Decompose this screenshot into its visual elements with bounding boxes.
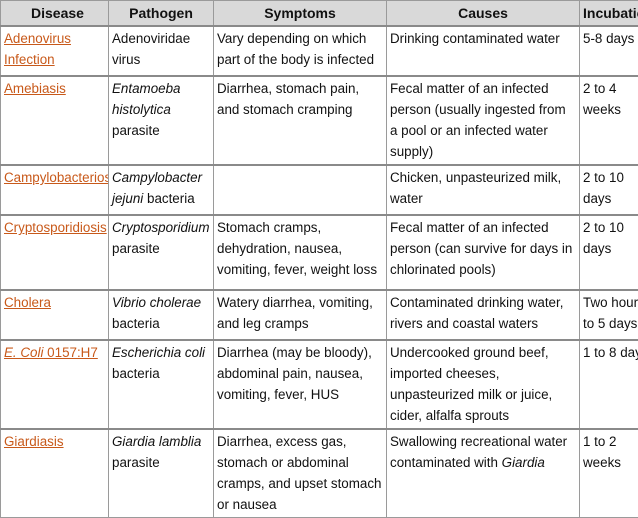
symptoms-cell: Stomach cramps, dehydration, nausea, vom…	[214, 215, 387, 290]
incubation-cell: Two hours to 5 days	[580, 290, 638, 340]
pathogen-cell: Entamoeba histolytica parasite	[109, 76, 214, 165]
pathogen-cell: Cryptosporidium parasite	[109, 215, 214, 290]
pathogen-type: bacteria	[112, 316, 160, 331]
causes-cell: Chicken, unpasteurized milk, water	[387, 165, 580, 215]
pathogen-name: Entamoeba histolytica	[112, 81, 181, 117]
causes-cell: Contaminated drinking water, rivers and …	[387, 290, 580, 340]
disease-cell: Amebiasis	[1, 76, 109, 165]
header-incubation: Incubation	[580, 1, 638, 27]
incubation-cell: 1 to 2 weeks	[580, 429, 638, 518]
pathogen-cell: Adenoviridae virus	[109, 26, 214, 76]
disease-link[interactable]: Cryptosporidiosis	[4, 220, 107, 235]
disease-cell: Adenovirus Infection	[1, 26, 109, 76]
disease-link[interactable]: Amebiasis	[4, 81, 66, 96]
disease-link[interactable]: Adenovirus Infection	[4, 31, 71, 67]
header-pathogen: Pathogen	[109, 1, 214, 27]
pathogen-name: Vibrio cholerae	[112, 295, 201, 310]
header-row: Disease Pathogen Symptoms Causes Incubat…	[1, 1, 638, 27]
disease-cell: Cholera	[1, 290, 109, 340]
pathogen-type: parasite	[112, 455, 160, 470]
disease-cell: Cryptosporidiosis	[1, 215, 109, 290]
pathogen-type: Adenoviridae virus	[112, 31, 190, 67]
causes-cell: Drinking contaminated water	[387, 26, 580, 76]
disease-link-text[interactable]: Giardiasis	[4, 434, 64, 449]
causes-text: Undercooked ground beef, imported cheese…	[390, 345, 552, 423]
causes-text: Fecal matter of an infected person (can …	[390, 220, 572, 277]
pathogen-name: Cryptosporidium	[112, 220, 210, 235]
causes-text: Contaminated drinking water, rivers and …	[390, 295, 563, 331]
disease-cell: E. Coli 0157:H7	[1, 340, 109, 429]
causes-text: Fecal matter of an infected person (usua…	[390, 81, 566, 159]
table-row: E. Coli 0157:H7 Escherichia coli bacteria…	[1, 340, 638, 429]
table-row: Adenovirus Infection Adenoviridae virus Va…	[1, 26, 638, 76]
incubation-cell: 2 to 10 days	[580, 215, 638, 290]
pathogen-cell: Campylobacter jejuni bacteria	[109, 165, 214, 215]
pathogen-name: Escherichia coli	[112, 345, 205, 360]
disease-link[interactable]: Giardiasis	[4, 434, 64, 449]
table-row: CampylobacteriosisCampylobacter jejuni b…	[1, 165, 638, 215]
disease-link-text[interactable]: Amebiasis	[4, 81, 66, 96]
disease-link-text[interactable]: Adenovirus Infection	[4, 31, 71, 67]
pathogen-type: parasite	[112, 241, 160, 256]
symptoms-cell: Diarrhea, stomach pain, and stomach cram…	[214, 76, 387, 165]
disease-link-text[interactable]: 0157:H7	[43, 345, 97, 360]
pathogen-cell: Escherichia coli bacteria	[109, 340, 214, 429]
header-causes: Causes	[387, 1, 580, 27]
disease-link-text[interactable]: Campylobacteriosis	[4, 170, 109, 185]
disease-link[interactable]: Cholera	[4, 295, 51, 310]
symptoms-cell: Diarrhea (may be bloody), abdominal pain…	[214, 340, 387, 429]
disease-link[interactable]: E. Coli 0157:H7	[4, 345, 98, 360]
incubation-cell: 1 to 8 days	[580, 340, 638, 429]
header-disease: Disease	[1, 1, 109, 27]
disease-link[interactable]: Campylobacteriosis	[4, 170, 109, 185]
pathogen-name: Giardia lamblia	[112, 434, 201, 449]
causes-cell: Fecal matter of an infected person (usua…	[387, 76, 580, 165]
causes-text: Drinking contaminated water	[390, 31, 560, 46]
header-symptoms: Symptoms	[214, 1, 387, 27]
symptoms-cell: Diarrhea, excess gas, stomach or abdomin…	[214, 429, 387, 518]
causes-cell: Undercooked ground beef, imported cheese…	[387, 340, 580, 429]
symptoms-cell: Watery diarrhea, vomiting, and leg cramp…	[214, 290, 387, 340]
incubation-cell: 2 to 10 days	[580, 165, 638, 215]
symptoms-cell: Vary depending on which part of the body…	[214, 26, 387, 76]
causes-cell: Fecal matter of an infected person (can …	[387, 215, 580, 290]
pathogen-type: bacteria	[143, 191, 194, 206]
pathogen-cell: Vibrio cholerae bacteria	[109, 290, 214, 340]
disease-link-text[interactable]: Cryptosporidiosis	[4, 220, 107, 235]
disease-cell: Giardiasis	[1, 429, 109, 518]
symptoms-cell	[214, 165, 387, 215]
pathogen-type: parasite	[112, 123, 160, 138]
incubation-cell: 2 to 4 weeks	[580, 76, 638, 165]
causes-text: Chicken, unpasteurized milk, water	[390, 170, 561, 206]
disease-link-text[interactable]: Cholera	[4, 295, 51, 310]
incubation-cell: 5-8 days	[580, 26, 638, 76]
pathogen-type: bacteria	[112, 366, 160, 381]
disease-cell: Campylobacteriosis	[1, 165, 109, 215]
pathogen-cell: Giardia lamblia parasite	[109, 429, 214, 518]
causes-cell: Swallowing recreational water contaminat…	[387, 429, 580, 518]
disease-link-italic[interactable]: E. Coli	[4, 345, 43, 360]
causes-italic-text: Giardia	[502, 455, 545, 470]
